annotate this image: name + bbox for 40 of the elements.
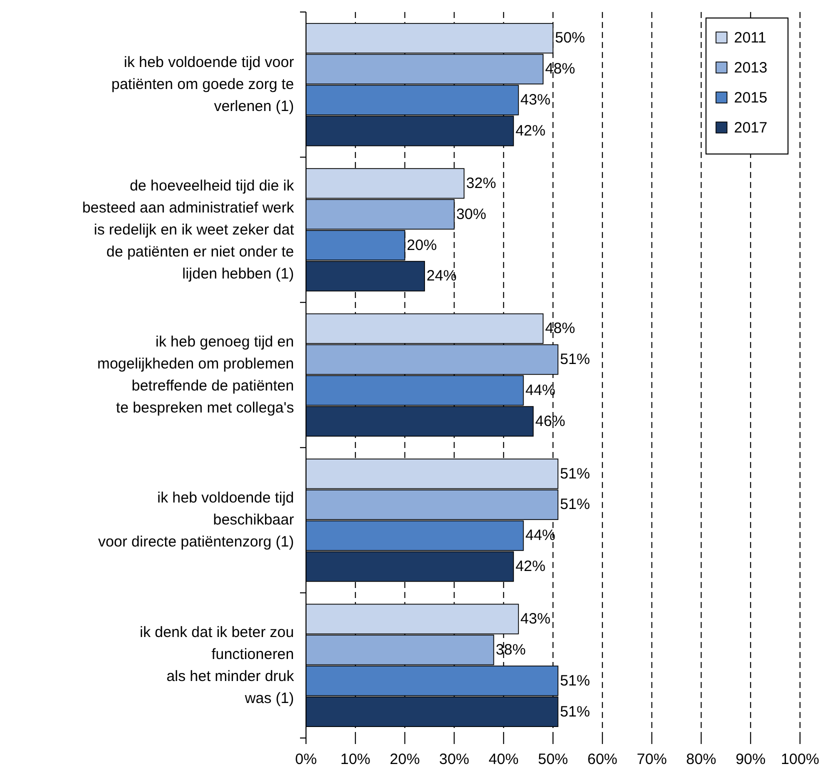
data-label: 43% xyxy=(520,92,550,109)
data-label: 42% xyxy=(515,558,546,576)
x-tick-label: 10% xyxy=(340,751,370,768)
data-label: 51% xyxy=(560,672,590,690)
data-label: 46% xyxy=(535,412,566,430)
x-tick-label: 100% xyxy=(780,751,820,768)
x-tick-label: 50% xyxy=(538,751,568,768)
legend-label: 2013 xyxy=(734,60,768,76)
y-tick-label: de hoeveelheid tijd die ik besteed aan administratief werk is redelijk en ik weet zeker dat de patiënten er niet onder te lijden hebben (1) xyxy=(82,177,295,282)
y-tick-label: ik heb genoeg tijd en mogelijkheden om problemen betreffende de patiënten te bespreken met collega's xyxy=(97,334,294,416)
data-label: 51% xyxy=(560,351,590,368)
x-tick-label: 70% xyxy=(636,751,667,768)
data-label: 48% xyxy=(545,320,576,338)
data-label: 51% xyxy=(560,703,590,720)
data-label: 42% xyxy=(515,122,546,140)
data-label: 24% xyxy=(426,268,457,285)
x-tick-label: 90% xyxy=(736,751,766,768)
data-label: 51% xyxy=(560,465,590,482)
x-tick-label: 20% xyxy=(390,751,420,768)
data-label: 32% xyxy=(466,174,496,192)
legend-label: 2017 xyxy=(734,120,768,136)
x-tick-label: 80% xyxy=(686,751,716,768)
data-label: 43% xyxy=(520,610,550,628)
y-tick-label: ik heb voldoende tijd voor patiënten om goede zorg te verlenen (1) xyxy=(111,54,294,116)
data-label: 44% xyxy=(525,527,556,544)
y-tick-label: ik denk dat ik beter zou functioneren als het minder druk was (1) xyxy=(140,624,294,707)
y-tick-label: ik heb voldoende tijd beschikbaar voor directe patiëntenzorg (1) xyxy=(98,490,294,551)
x-tick-label: 40% xyxy=(488,751,519,768)
data-label: 38% xyxy=(496,641,526,658)
data-label: 50% xyxy=(555,30,586,47)
legend-label: 2015 xyxy=(734,90,768,106)
data-label: 51% xyxy=(560,496,590,514)
x-tick-label: 30% xyxy=(439,751,470,768)
data-label: 20% xyxy=(406,236,437,254)
x-tick-label: 60% xyxy=(587,751,618,768)
legend-label: 2011 xyxy=(734,30,766,46)
data-label: 44% xyxy=(525,382,556,399)
data-label: 30% xyxy=(456,206,486,223)
x-tick-label: 0% xyxy=(295,751,317,768)
data-label: 48% xyxy=(545,60,576,78)
